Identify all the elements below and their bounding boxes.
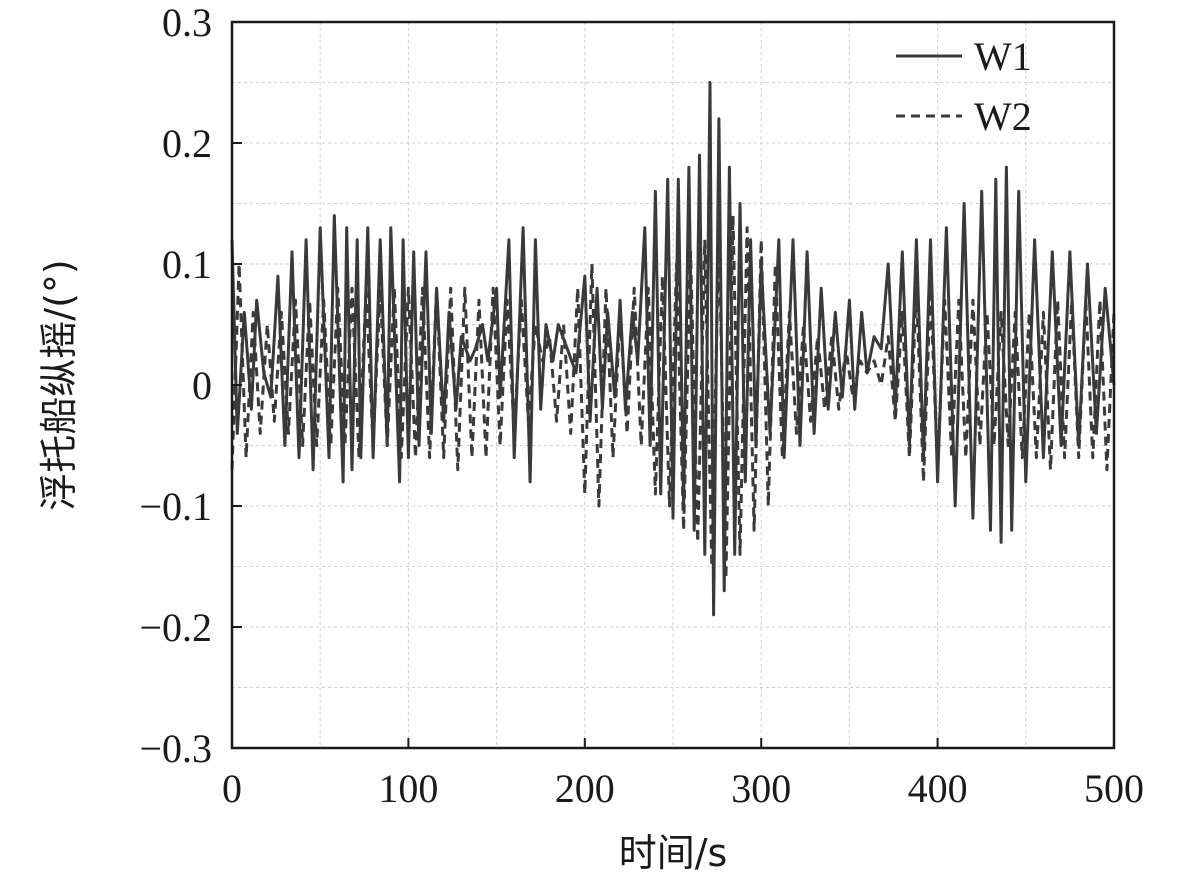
legend-label-w2: W2 — [974, 94, 1032, 139]
y-tick-label: 0.2 — [162, 121, 212, 166]
x-tick-label: 300 — [731, 766, 791, 811]
y-tick-label: −0.1 — [139, 484, 212, 529]
legend: W1 W2 — [896, 34, 1032, 139]
series-line-w2 — [230, 214, 1116, 581]
legend-label-w1: W1 — [974, 34, 1032, 79]
x-tick-label: 0 — [222, 766, 242, 811]
y-tick-label: 0 — [192, 363, 212, 408]
y-tick-label: 0.3 — [162, 0, 212, 45]
y-tick-label: 0.1 — [162, 242, 212, 287]
x-axis-label: 时间/s — [619, 831, 728, 875]
series-layer — [230, 81, 1116, 617]
x-tick-label: 200 — [555, 766, 615, 811]
y-axis-label: 浮托船纵摇/(°) — [37, 259, 81, 510]
x-tick-label: 100 — [378, 766, 438, 811]
y-tick-label: −0.3 — [139, 726, 212, 771]
x-tick-label: 400 — [908, 766, 968, 811]
y-tick-label: −0.2 — [139, 605, 212, 650]
axis-ticks: 0 100 200 300 400 500 −0.3 −0.2 −0.1 0 0.1 0.2 0.3 — [139, 0, 1144, 811]
x-tick-label: 500 — [1084, 766, 1144, 811]
